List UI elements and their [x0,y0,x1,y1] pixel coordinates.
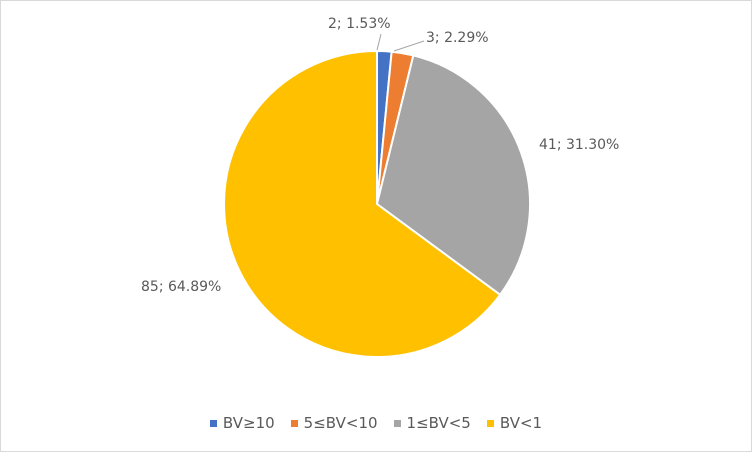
legend-label: BV<1 [499,414,543,432]
pie-slice-bv-lt-1 [223,49,502,358]
legend-label: 5≤BV<10 [303,414,378,432]
legend: BV≥10 5≤BV<10 1≤BV<5 BV<1 [1,414,751,432]
legend-swatch [486,419,494,427]
legend-swatch [393,419,401,427]
leader-line [393,40,425,52]
data-label-1-le-bv-lt-5: 41; 31.30% [539,137,620,153]
legend-item-bv-lt-1: BV<1 [486,414,543,432]
legend-label: 1≤BV<5 [406,414,471,432]
data-label-bv-ge-10: 2; 1.53% [328,16,391,32]
pie-slice-1-le-bv-lt-5 [375,54,531,297]
data-label-bv-lt-1: 85; 64.89% [141,279,222,295]
legend-swatch [290,419,298,427]
legend-item-5-le-bv-lt-10: 5≤BV<10 [290,414,378,432]
leader-line [376,33,382,51]
legend-label: BV≥10 [222,414,275,432]
legend-swatch [209,419,217,427]
legend-item-1-le-bv-lt-5: 1≤BV<5 [393,414,471,432]
legend-item-bv-ge-10: BV≥10 [209,414,275,432]
data-label-5-le-bv-lt-10: 3; 2.29% [426,30,489,46]
